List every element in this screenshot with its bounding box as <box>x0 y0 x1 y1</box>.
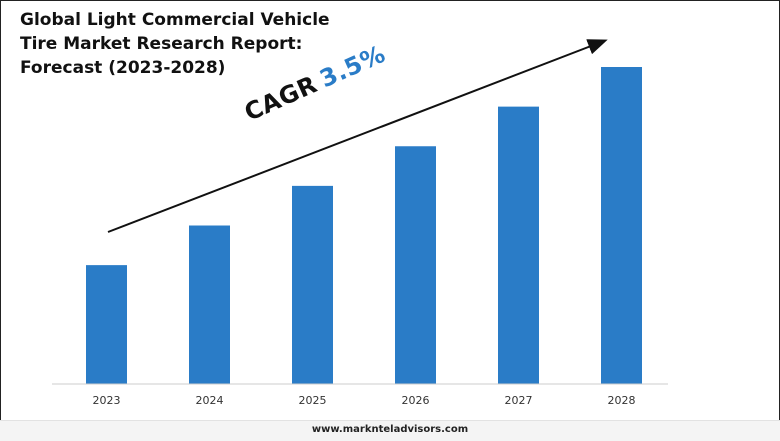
title-line-3: Forecast (2023-2028) <box>20 58 226 78</box>
chart-title: Global Light Commercial Vehicle Tire Mar… <box>20 8 360 80</box>
x-tick-label-2026: 2026 <box>402 394 430 407</box>
bar-2023 <box>86 265 127 384</box>
bar-2026 <box>395 146 436 384</box>
title-line-2: Tire Market Research Report: <box>20 34 303 54</box>
x-tick-label-2024: 2024 <box>196 394 224 407</box>
bar-2025 <box>292 185 333 384</box>
x-tick-label-2028: 2028 <box>608 394 636 407</box>
website-url: www.marknteladvisors.com <box>311 424 469 435</box>
footer-bar: www.marknteladvisors.com <box>0 420 780 441</box>
bar-2027 <box>498 106 539 384</box>
x-tick-label-2025: 2025 <box>299 394 327 407</box>
bar-series <box>86 67 642 384</box>
bar-2024 <box>189 225 230 384</box>
bar-2028 <box>601 67 642 384</box>
x-tick-label-2027: 2027 <box>505 394 533 407</box>
x-tick-label-2023: 2023 <box>93 394 121 407</box>
title-line-1: Global Light Commercial Vehicle <box>20 10 330 30</box>
x-tick-labels: 2023 2024 2025 2026 2027 2028 <box>93 394 636 407</box>
growth-arrow <box>107 39 608 233</box>
